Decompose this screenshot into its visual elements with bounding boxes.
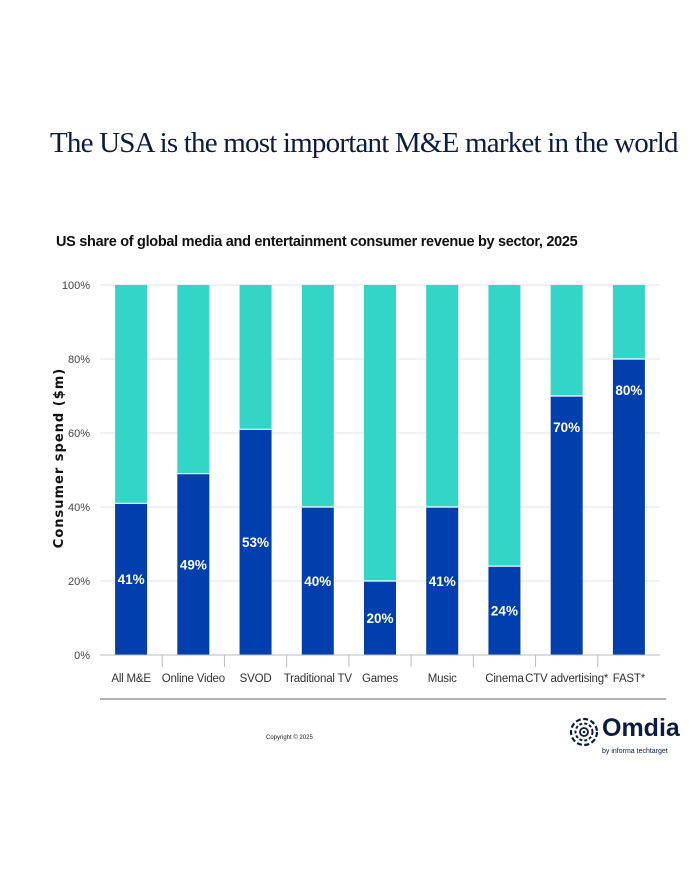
omdia-logo-word: Omdia — [602, 714, 680, 742]
data-label: 80% — [615, 383, 642, 398]
copyright-text: Copyright © 2025 — [266, 735, 313, 741]
y-tick-label: 20% — [68, 576, 90, 588]
bar-us-share — [177, 473, 210, 655]
data-label: 49% — [180, 557, 207, 572]
x-category-label: Traditional TV — [284, 673, 353, 685]
bar-us-share — [364, 581, 396, 655]
bar-rest-of-world — [488, 285, 521, 567]
bar-rest-of-world — [426, 285, 459, 507]
x-category-label: Games — [362, 673, 399, 685]
x-category-label: Online Video — [162, 673, 225, 685]
omdia-logo: Omdia by informa techtarget — [568, 712, 680, 772]
bar-rest-of-world — [364, 285, 396, 581]
y-tick-label: 80% — [68, 354, 90, 366]
x-category-label: FAST* — [613, 673, 646, 685]
data-label: 40% — [304, 574, 331, 589]
y-axis-label: Consumer spend ($m) — [52, 368, 67, 548]
data-label: 70% — [553, 420, 580, 435]
bar-rest-of-world — [301, 285, 334, 507]
bar-us-share — [550, 396, 583, 655]
x-category-label: SVOD — [240, 673, 272, 685]
chart-title: US share of global media and entertainme… — [56, 234, 578, 250]
bar-us-share — [612, 359, 645, 655]
data-label: 53% — [242, 535, 269, 550]
bar-rest-of-world — [239, 285, 272, 430]
bar-rest-of-world — [177, 285, 210, 474]
bar-rest-of-world — [612, 285, 645, 359]
x-category-label: CTV advertising* — [525, 673, 609, 685]
omdia-logo-icon — [569, 717, 599, 747]
y-tick-label: 0% — [74, 650, 90, 662]
bar-us-share — [426, 507, 459, 655]
bar-us-share — [488, 566, 521, 655]
bar-us-share — [115, 503, 148, 655]
y-tick-label: 100% — [62, 280, 90, 292]
bar-us-share — [301, 507, 334, 655]
y-tick-label: 40% — [68, 502, 90, 514]
x-category-label: Music — [428, 673, 457, 685]
data-label: 20% — [366, 611, 393, 626]
x-category-label: Cinema — [485, 673, 524, 685]
bar-rest-of-world — [550, 285, 583, 396]
bar-us-share — [239, 429, 272, 655]
bar-rest-of-world — [115, 285, 148, 504]
data-label: 41% — [429, 574, 456, 589]
y-tick-label: 60% — [68, 428, 90, 440]
slide-title: The USA is the most important M&E market… — [50, 127, 679, 159]
data-label: 41% — [118, 572, 145, 587]
x-category-label: All M&E — [111, 673, 151, 685]
omdia-logo-tagline: by informa techtarget — [602, 748, 668, 755]
data-label: 24% — [491, 604, 518, 619]
